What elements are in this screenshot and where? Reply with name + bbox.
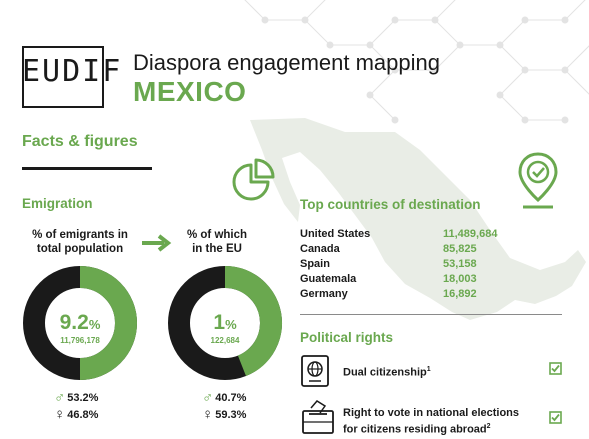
eu-donut-chart (168, 266, 282, 380)
emigrants-percent: 9.2% (22, 311, 138, 335)
emigrants-male: ♂ 53.2% (54, 389, 98, 406)
vote-abroad-footnote: 2 (486, 423, 491, 430)
passport-icon (301, 355, 329, 387)
dual-citizenship-label: Dual citizenship1 (343, 363, 431, 380)
emigrants-female: ♀ 46.8% (54, 406, 98, 423)
emigrants-percent-sign: % (88, 317, 101, 332)
section-divider (300, 314, 562, 315)
checkbox-checked-icon (549, 362, 562, 375)
eu-count: 122,684 (210, 336, 240, 345)
eu-percent: 1% (167, 311, 283, 335)
destination-value: 85,825 (443, 243, 477, 255)
eu-female-percent: 59.3% (215, 409, 247, 421)
eu-label-line1: % of which (186, 229, 248, 241)
pie-chart-icon (232, 158, 275, 201)
destination-country: Germany (300, 288, 348, 300)
emigrants-label: % of emigrants in total population (20, 228, 140, 256)
map-pin-check-icon (518, 152, 558, 209)
emigrants-count: 11,796,178 (60, 336, 100, 345)
political-rights-title: Political rights (300, 330, 394, 345)
emigrants-donut-arc (79, 266, 137, 380)
eudif-logo (22, 46, 104, 108)
emigrants-label-line1: % of emigrants in (32, 229, 128, 241)
emigrants-percent-number: 9.2 (59, 311, 89, 334)
female-icon: ♀ (202, 406, 214, 423)
destination-country: Canada (300, 243, 340, 255)
emigrants-label-line2: total population (36, 243, 124, 255)
country-name: MEXICO (133, 76, 247, 107)
destination-country: Guatemala (300, 273, 357, 285)
eu-label-line2: in the EU (192, 243, 242, 255)
logo-text: EUDIF (22, 54, 123, 89)
emigrants-donut-chart (23, 266, 137, 380)
destination-value: 11,489,684 (443, 228, 498, 240)
eu-donut-arc (224, 266, 282, 376)
facts-underline (22, 167, 152, 170)
vote-abroad-label: Right to vote in national elections for … (343, 406, 519, 437)
destination-country: Spain (300, 258, 330, 270)
destination-country: United States (300, 228, 371, 240)
eu-female: ♀ 59.3% (202, 406, 246, 423)
facts-section-title: Facts & figures (22, 133, 138, 150)
dual-citizenship-footnote: 1 (426, 366, 431, 373)
eu-male: ♂ 40.7% (202, 389, 246, 406)
eu-percent-number: 1 (213, 311, 226, 334)
arrow-right-icon (142, 234, 172, 252)
eu-label: % of which in the EU (172, 228, 262, 256)
dual-citizenship-text: Dual citizenship (343, 366, 427, 379)
male-icon: ♂ (202, 389, 214, 406)
page-title: Diaspora engagement mapping (133, 50, 440, 75)
mexico-map-silhouette (250, 118, 586, 320)
eu-percent-sign: % (225, 317, 237, 332)
female-icon: ♀ (54, 406, 66, 423)
emigrants-male-percent: 53.2% (67, 392, 99, 404)
vote-abroad-line2: for citizens residing abroad (343, 423, 487, 436)
ballot-box-icon (302, 400, 334, 434)
emigrants-female-percent: 46.8% (67, 409, 99, 421)
checkbox-checked-icon (549, 411, 562, 424)
destination-value: 16,892 (443, 288, 477, 300)
eu-male-percent: 40.7% (215, 392, 247, 404)
vote-abroad-line1: Right to vote in national elections (343, 407, 520, 419)
destination-value: 53,158 (443, 258, 477, 270)
male-icon: ♂ (54, 389, 66, 406)
emigration-title: Emigration (22, 196, 93, 211)
destinations-title: Top countries of destination (300, 197, 481, 212)
destination-value: 18,003 (443, 273, 477, 285)
